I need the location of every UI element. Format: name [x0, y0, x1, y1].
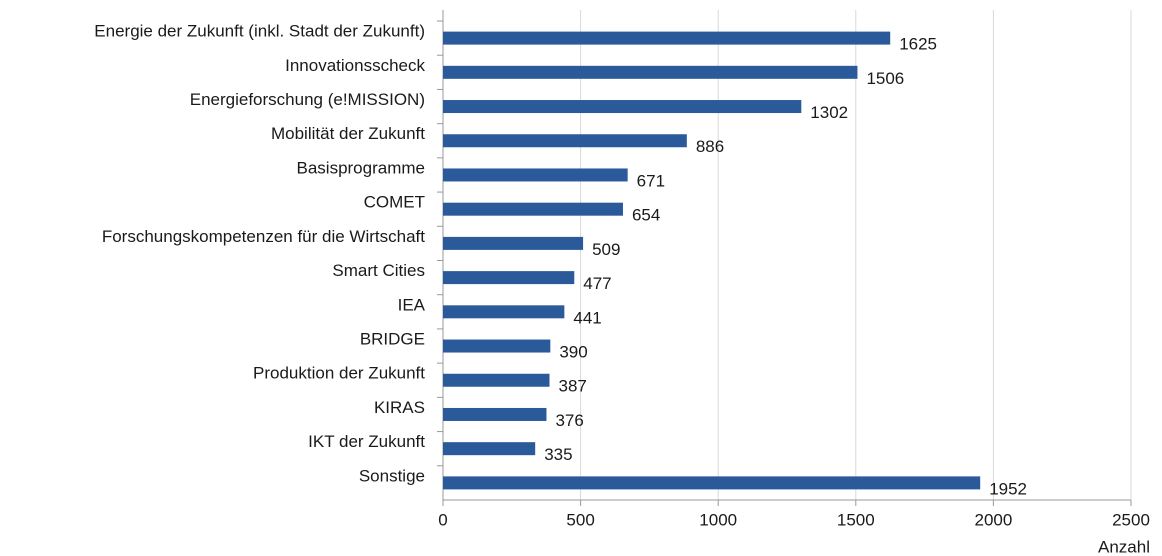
y-tick-label: KIRAS: [374, 398, 425, 417]
y-tick-label: Produktion der Zukunft: [253, 364, 425, 383]
x-tick-label: 1500: [837, 510, 875, 529]
x-tick-label: 2500: [1112, 510, 1150, 529]
value-label: 886: [696, 137, 724, 156]
y-tick-label: Energie der Zukunft (inkl. Stadt der Zuk…: [94, 22, 425, 41]
y-tick-label: BRIDGE: [360, 330, 425, 349]
x-axis-label: Anzahl: [1098, 537, 1150, 556]
bar: [443, 271, 575, 285]
x-tick-label: 0: [438, 510, 447, 529]
bar: [443, 442, 536, 456]
bar: [443, 31, 891, 45]
y-tick-label: IEA: [398, 295, 426, 314]
bar: [443, 100, 802, 114]
value-label: 1625: [899, 35, 937, 54]
bar: [443, 168, 628, 182]
y-tick-label: Sonstige: [359, 466, 425, 485]
value-label: 671: [637, 171, 665, 190]
value-label: 477: [583, 274, 611, 293]
bar: [443, 202, 623, 216]
y-tick-label: Basisprogramme: [297, 158, 426, 177]
bar: [443, 476, 981, 490]
x-tick-label: 2000: [974, 510, 1012, 529]
value-label: 1952: [989, 479, 1027, 498]
y-tick-label: Innovationsscheck: [285, 56, 425, 75]
x-tick-label: 500: [566, 510, 594, 529]
value-label: 335: [544, 445, 572, 464]
value-label: 1506: [866, 69, 904, 88]
bar: [443, 373, 550, 387]
y-tick-label: IKT der Zukunft: [308, 432, 425, 451]
y-tick-label: Forschungskompetenzen für die Wirtschaft: [102, 227, 425, 246]
y-tick-label: Smart Cities: [332, 261, 425, 280]
x-tick-label: 1000: [699, 510, 737, 529]
y-tick-label: COMET: [364, 193, 425, 212]
bar: [443, 305, 565, 319]
y-tick-label: Energieforschung (e!MISSION): [190, 90, 425, 109]
value-label: 654: [632, 206, 660, 225]
bar: [443, 407, 547, 421]
value-label: 509: [592, 240, 620, 259]
bar: [443, 339, 551, 353]
value-label: 441: [573, 308, 601, 327]
value-label: 390: [559, 343, 587, 362]
value-label: 387: [559, 377, 587, 396]
value-label: 376: [555, 411, 583, 430]
y-tick-label: Mobilität der Zukunft: [271, 124, 425, 143]
bar: [443, 134, 687, 148]
bar: [443, 65, 858, 79]
bar: [443, 236, 584, 250]
value-label: 1302: [810, 103, 848, 122]
